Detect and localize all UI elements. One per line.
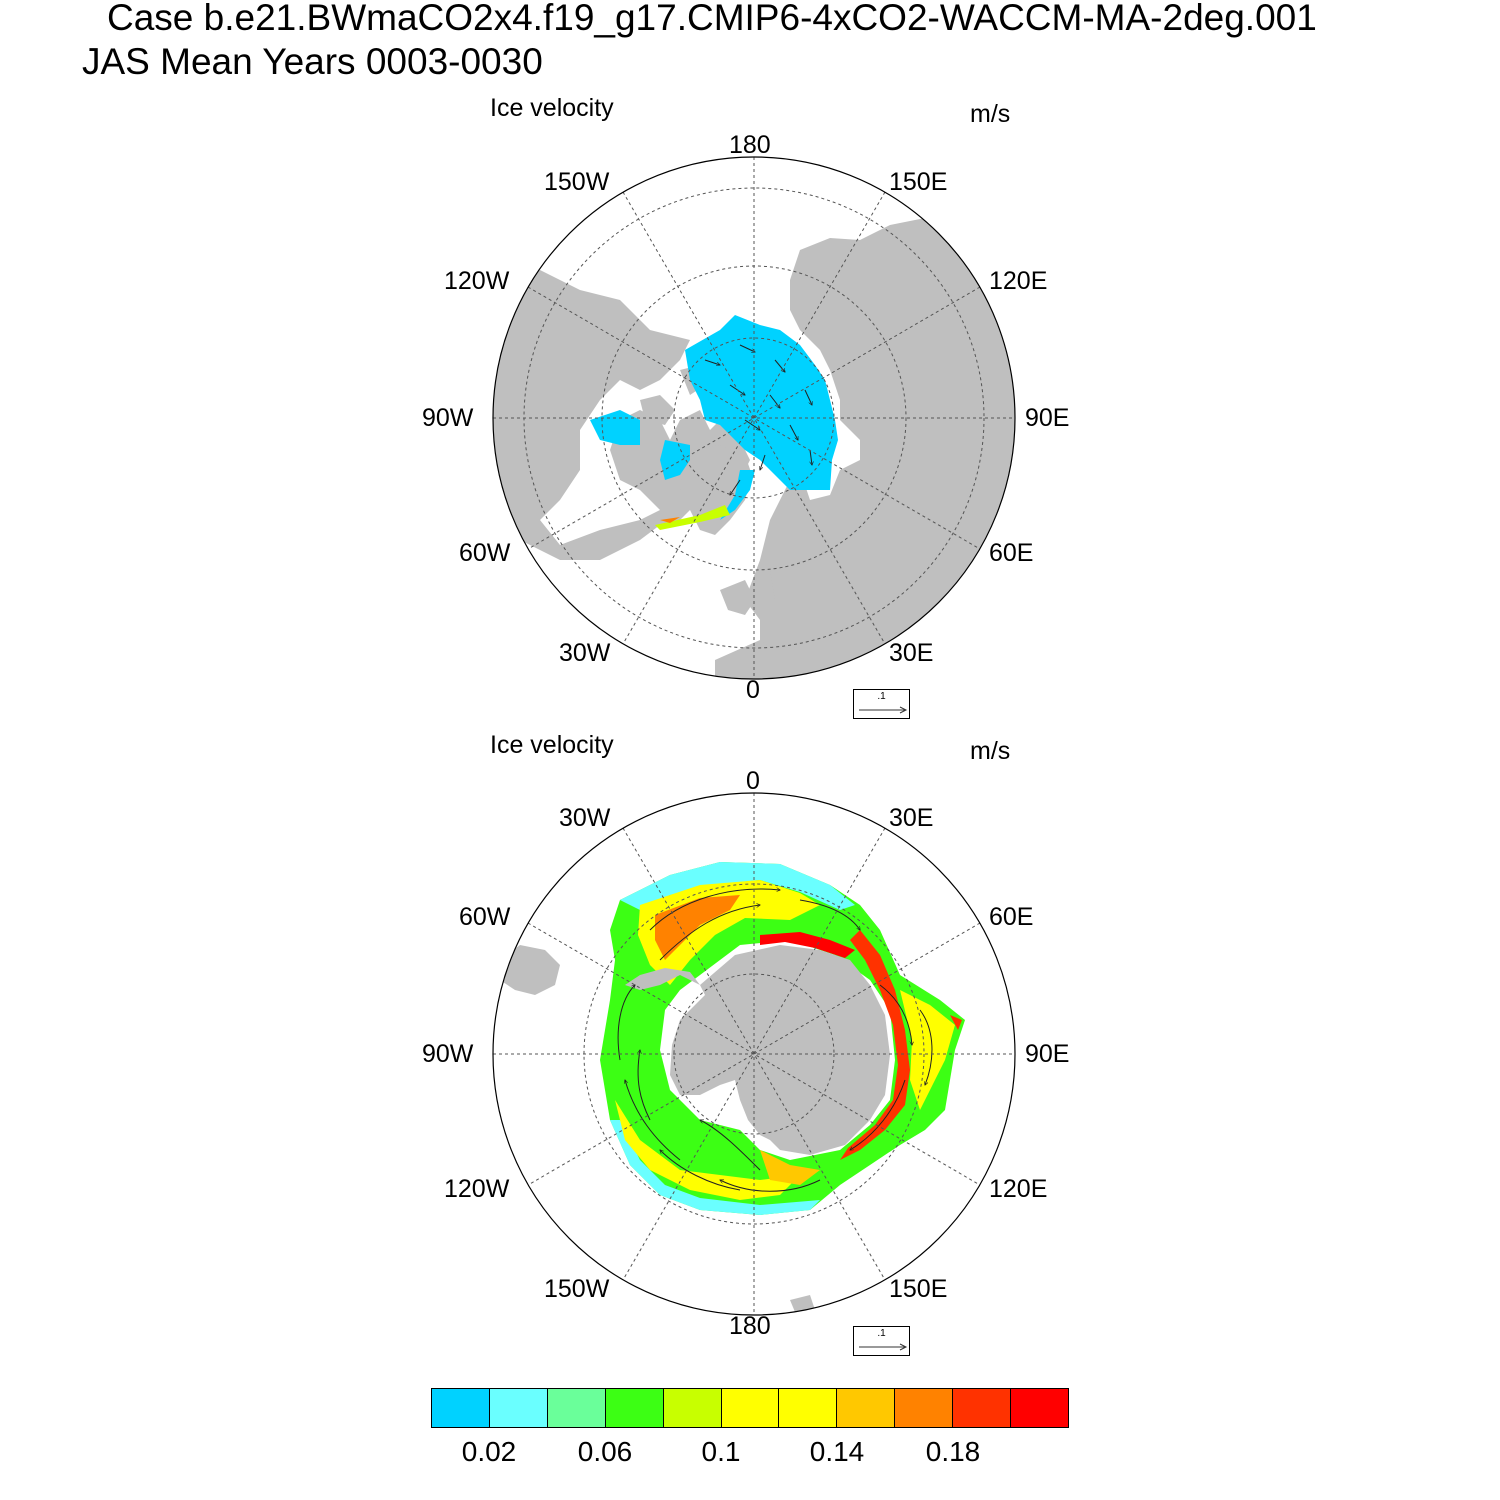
south-velocity-vectors [617, 889, 933, 1192]
south-sea-ice-ross-orange [760, 1150, 820, 1185]
panel1-left-label: Ice velocity [490, 94, 614, 122]
north-land-europe-bottom [720, 580, 755, 615]
south-lon-label-right: 90E [1025, 1040, 1070, 1068]
north-lon-label-upper-right: 120E [989, 267, 1048, 295]
north-lon-label-bottom-right: 30E [889, 639, 934, 667]
south-land-antarctica [670, 945, 890, 1155]
colorbar-swatch-9 [953, 1389, 1012, 1427]
north-map-boundary [492, 156, 1016, 680]
south-sea-ice-east-coast-red [840, 930, 910, 1160]
north-lon-label-lower-right: 60E [989, 539, 1034, 567]
north-velocity-vectors [704, 344, 812, 495]
south-lon-label-bottom-left: 150W [544, 1275, 610, 1303]
north-sea-ice-fram-strait [655, 505, 730, 530]
north-land-greenland [680, 445, 752, 535]
south-sea-ice-east-yellow [900, 990, 955, 1110]
south-lon-label-bottom: 180 [729, 1312, 771, 1340]
figure-title-case: Case b.e21.BWmaCO2x4.f19_g17.CMIP6-4xCO2… [107, 0, 1317, 38]
north-lon-label-bottom: 0 [746, 676, 760, 704]
south-lon-label-upper-right: 60E [989, 903, 1034, 931]
north-polar-map [493, 215, 1015, 679]
south-lon-label-top-right: 30E [889, 804, 934, 832]
south-reference-arrow-icon [859, 1343, 908, 1351]
colorbar-swatch-1 [489, 1389, 548, 1427]
north-lon-label-upper-left: 120W [444, 267, 510, 295]
panel2-units-label: m/s [970, 737, 1011, 765]
north-land-africa-bottom [715, 640, 790, 679]
south-sea-ice-east-coast-red-2 [760, 932, 855, 958]
south-graticule [493, 793, 1015, 1315]
figure-title-period: JAS Mean Years 0003-0030 [82, 41, 543, 82]
colorbar-swatch-3 [605, 1389, 664, 1427]
south-sea-ice-east-red-edge [950, 1015, 962, 1030]
colorbar-label: 0.14 [809, 1436, 865, 1467]
north-lon-label-top-right: 150E [889, 168, 948, 196]
north-reference-vector: .1 [853, 689, 910, 719]
south-land-south-america [500, 945, 560, 995]
south-sea-ice-weddell-orange [655, 895, 740, 960]
south-sea-ice-fringe-cyan [620, 862, 855, 910]
colorbar-swatch-10 [1011, 1389, 1068, 1427]
north-sea-ice-arctic [685, 315, 838, 490]
colorbar-swatch-8 [895, 1389, 954, 1427]
north-lon-label-left: 90W [422, 404, 474, 432]
south-lon-label-upper-left: 60W [459, 903, 511, 931]
colorbar [431, 1388, 1069, 1428]
south-land-africa-tip [790, 1295, 815, 1312]
south-polar-map [500, 862, 965, 1312]
north-reference-arrow-icon [859, 706, 908, 714]
south-lon-label-lower-right: 120E [989, 1175, 1048, 1203]
south-land-antarctic-peninsula [625, 968, 700, 990]
panel2-left-label: Ice velocity [490, 731, 614, 759]
north-land-scandinavia [770, 485, 805, 600]
south-sea-ice-fringe-cyan-2 [610, 1120, 820, 1215]
south-lon-label-bottom-right: 150E [889, 1275, 948, 1303]
south-lon-label-lower-left: 120W [444, 1175, 510, 1203]
colorbar-swatch-4 [663, 1389, 722, 1427]
south-lon-label-top-left: 30W [559, 804, 611, 832]
north-lon-label-top-left: 150W [544, 168, 610, 196]
colorbar-label: 0.18 [925, 1436, 981, 1467]
south-reference-vector-value: .1 [877, 1328, 886, 1339]
north-lon-label-lower-left: 60W [459, 539, 511, 567]
south-sea-ice-ross-yellow [615, 1100, 800, 1200]
colorbar-swatch-7 [837, 1389, 896, 1427]
north-sea-ice-east-greenland [720, 470, 755, 520]
south-lon-label-left: 90W [422, 1040, 474, 1068]
north-land-archipelago [640, 395, 675, 425]
colorbar-swatch-6 [779, 1389, 838, 1427]
north-lon-label-top: 180 [729, 131, 771, 159]
colorbar-swatch-5 [721, 1389, 780, 1427]
panel1-units-label: m/s [970, 100, 1011, 128]
colorbar-swatch-0 [432, 1389, 490, 1427]
north-lon-label-right: 90E [1025, 404, 1070, 432]
north-land-eurasia [745, 215, 1015, 679]
colorbar-label: 0.02 [461, 1436, 517, 1467]
colorbar-swatch-2 [547, 1389, 606, 1427]
north-reference-vector-value: .1 [877, 691, 886, 702]
south-lon-label-top: 0 [746, 767, 760, 795]
south-map-boundary [492, 792, 1016, 1316]
south-reference-vector: .1 [853, 1326, 910, 1356]
north-graticule [493, 157, 1015, 679]
north-lon-label-bottom-left: 30W [559, 639, 611, 667]
colorbar-label: 0.06 [577, 1436, 633, 1467]
north-sea-ice-baffin [660, 440, 690, 480]
north-sea-ice-fram-strait-edge [660, 517, 680, 523]
colorbar-label: 0.1 [701, 1436, 741, 1467]
